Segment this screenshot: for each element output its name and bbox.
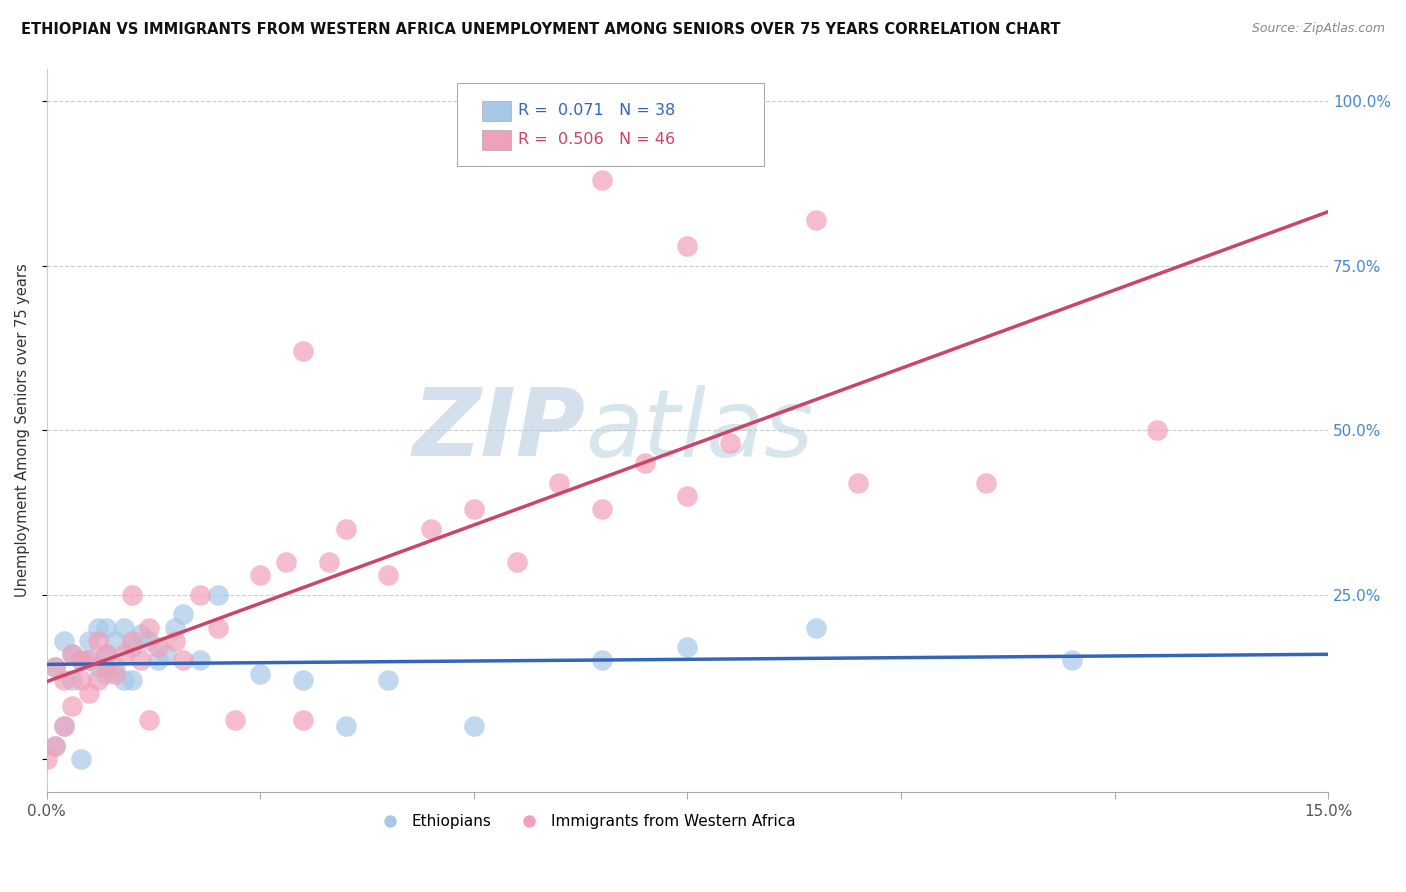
Point [548,475,571,490]
Point [87,673,110,688]
Bar [482,101,510,121]
Point [96,660,118,674]
Point [224,713,246,727]
Point [44,739,66,753]
Point [172,607,194,622]
Point [207,621,229,635]
Point [335,522,357,536]
Point [69,752,91,766]
Point [138,713,160,727]
Point [291,673,314,688]
Point [52,719,75,733]
Point [69,653,91,667]
Point [69,673,91,688]
Point [87,621,110,635]
Legend: Ethiopians, Immigrants from Western Africa: Ethiopians, Immigrants from Western Afri… [368,808,801,835]
Point [676,239,699,253]
Point [96,621,118,635]
Point [96,647,118,661]
Text: atlas: atlas [585,384,813,475]
Point [190,653,212,667]
Point [1146,423,1168,437]
Point [112,621,135,635]
Text: ETHIOPIAN VS IMMIGRANTS FROM WESTERN AFRICA UNEMPLOYMENT AMONG SENIORS OVER 75 Y: ETHIOPIAN VS IMMIGRANTS FROM WESTERN AFR… [21,22,1060,37]
Point [335,719,357,733]
Point [804,621,827,635]
Point [291,713,314,727]
Point [112,673,135,688]
Point [79,653,101,667]
Point [60,699,83,714]
Point [79,653,101,667]
Point [505,555,527,569]
Point [676,640,699,655]
Point [249,568,271,582]
Point [104,660,127,674]
Point [274,555,297,569]
Text: ZIP: ZIP [412,384,585,476]
Point [129,627,152,641]
Point [1060,653,1083,667]
Point [634,456,657,470]
Point [249,666,271,681]
Point [591,173,613,187]
Point [591,502,613,516]
Point [172,653,194,667]
Point [804,212,827,227]
Point [190,588,212,602]
Point [207,588,229,602]
Point [676,489,699,503]
Point [138,633,160,648]
Point [60,673,83,688]
Point [35,752,58,766]
Point [129,653,152,667]
Point [318,555,340,569]
Point [591,653,613,667]
Point [96,666,118,681]
Point [87,633,110,648]
Point [87,660,110,674]
Text: R =  0.071   N = 38: R = 0.071 N = 38 [519,103,675,118]
Point [463,719,485,733]
Point [79,686,101,700]
Point [463,502,485,516]
Point [96,647,118,661]
Point [79,633,101,648]
Point [112,647,135,661]
Bar [482,130,510,150]
Point [155,647,177,661]
Point [846,475,869,490]
Point [121,633,143,648]
Point [121,673,143,688]
Point [60,647,83,661]
Text: Source: ZipAtlas.com: Source: ZipAtlas.com [1251,22,1385,36]
Point [121,588,143,602]
Point [420,522,443,536]
Point [44,739,66,753]
Point [377,568,399,582]
Point [104,666,127,681]
Point [52,673,75,688]
Point [718,436,741,450]
FancyBboxPatch shape [457,83,765,166]
Point [146,640,169,655]
Point [69,653,91,667]
Point [44,660,66,674]
Y-axis label: Unemployment Among Seniors over 75 years: Unemployment Among Seniors over 75 years [15,263,30,597]
Point [138,621,160,635]
Point [163,621,186,635]
Point [44,660,66,674]
Text: R =  0.506   N = 46: R = 0.506 N = 46 [519,132,675,147]
Point [976,475,998,490]
Point [163,633,186,648]
Point [52,633,75,648]
Point [121,640,143,655]
Point [291,344,314,359]
Point [52,719,75,733]
Point [377,673,399,688]
Point [146,653,169,667]
Point [60,647,83,661]
Point [104,633,127,648]
